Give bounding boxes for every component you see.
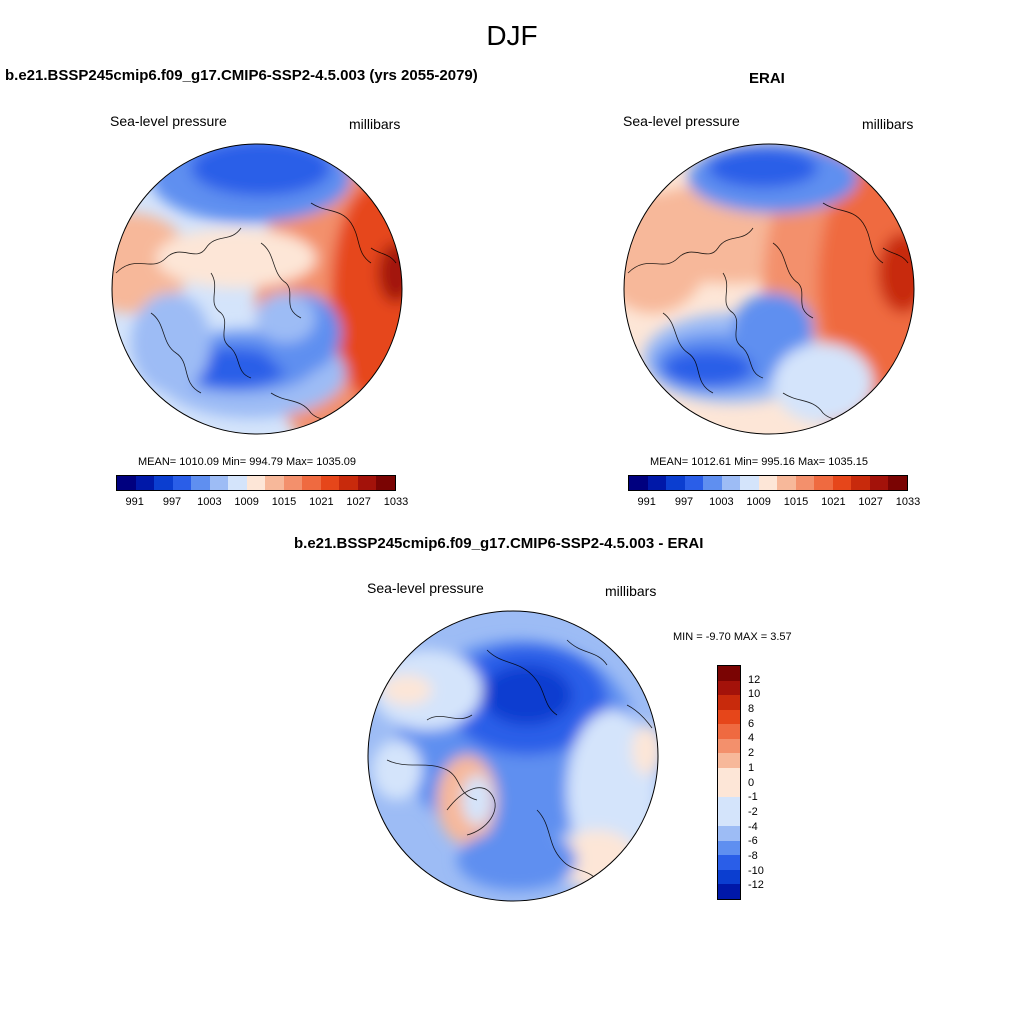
left-variable-label: Sea-level pressure xyxy=(110,113,227,129)
colorbar-box xyxy=(718,666,740,681)
colorbar-tick-label: 1015 xyxy=(783,496,809,508)
colorbar-box xyxy=(718,680,740,696)
colorbar-box xyxy=(814,476,833,490)
left-colorbar: 991 997 1003 1009 1015 1021 1027 1033 xyxy=(116,475,408,510)
colorbar-box xyxy=(246,476,266,490)
left-polar-map xyxy=(111,143,403,435)
colorbar-tick-label: 1015 xyxy=(271,496,297,508)
colorbar-box xyxy=(869,476,889,490)
colorbar-tick-label: 1 xyxy=(748,761,755,774)
left-units-label: millibars xyxy=(349,116,401,132)
diff-variable-label: Sea-level pressure xyxy=(367,580,484,596)
colorbar-tick-label: 10 xyxy=(748,688,761,701)
diff-polar-map xyxy=(367,610,659,902)
colorbar-box xyxy=(647,476,667,490)
right-variable-label: Sea-level pressure xyxy=(623,113,740,129)
right-stats: MEAN= 1012.61 Min= 995.16 Max= 1035.15 xyxy=(650,456,869,468)
colorbar-box xyxy=(718,709,740,725)
colorbar-box xyxy=(777,476,796,490)
colorbar-tick-label: -2 xyxy=(748,805,758,818)
colorbar-box xyxy=(718,811,740,827)
diff-panel-title: b.e21.BSSP245cmip6.f09_g17.CMIP6-SSP2-4.… xyxy=(294,535,704,552)
colorbar-tick-label: -4 xyxy=(748,820,758,833)
right-panel-title: ERAI xyxy=(749,70,785,87)
colorbar-box xyxy=(283,476,303,490)
colorbar-box xyxy=(154,476,173,490)
colorbar-tick-label: -1 xyxy=(748,791,758,804)
colorbar-tick-label: 12 xyxy=(748,673,761,686)
colorbar-tick-label: 1009 xyxy=(746,496,771,508)
colorbar-box xyxy=(718,797,740,812)
colorbar-tick-label: -8 xyxy=(748,849,758,862)
colorbar-box xyxy=(135,476,155,490)
colorbar-box xyxy=(758,476,778,490)
figure-title: DJF xyxy=(486,20,538,51)
colorbar-box xyxy=(795,476,815,490)
diff-stats: MIN = -9.70 MAX = 3.57 xyxy=(673,631,792,643)
colorbar-box xyxy=(718,753,740,768)
diff-units-label: millibars xyxy=(605,583,657,599)
diff-colorbar-ticks: 12 10 8 6 4 2 1 0 -1 -2 -4 -6 -8 -10 -12 xyxy=(748,665,788,900)
colorbar-box xyxy=(191,476,210,490)
colorbar-tick-label: 8 xyxy=(748,703,755,716)
colorbar-box xyxy=(832,476,852,490)
colorbar-box xyxy=(684,476,704,490)
colorbar-box xyxy=(718,826,740,841)
colorbar-tick-label: 1021 xyxy=(821,496,846,508)
colorbar-tick-label: 1027 xyxy=(346,496,371,508)
colorbar-tick-label: -6 xyxy=(748,835,758,848)
colorbar-box xyxy=(228,476,247,490)
colorbar-box xyxy=(851,476,870,490)
colorbar-box xyxy=(718,767,740,783)
colorbar-box xyxy=(718,869,740,885)
colorbar-tick-label: 2 xyxy=(748,747,755,760)
colorbar-tick-label: 1003 xyxy=(197,496,222,508)
colorbar-box xyxy=(718,855,740,870)
right-colorbar: 991 997 1003 1009 1015 1021 1027 1033 xyxy=(628,475,920,510)
colorbar-box xyxy=(718,724,740,739)
colorbar-box xyxy=(718,695,740,710)
colorbar-tick-label: -10 xyxy=(748,864,764,877)
colorbar-tick-label: -12 xyxy=(748,879,764,892)
colorbar-tick-label: 1027 xyxy=(858,496,883,508)
colorbar-box xyxy=(718,738,740,754)
right-polar-map xyxy=(623,143,915,435)
colorbar-tick-label: 1021 xyxy=(309,496,334,508)
colorbar-tick-label: 997 xyxy=(162,496,182,508)
colorbar-box xyxy=(209,476,229,490)
colorbar-box xyxy=(718,884,740,899)
colorbar-tick-label: 997 xyxy=(674,496,694,508)
colorbar-box xyxy=(320,476,340,490)
colorbar-tick-label: 1033 xyxy=(383,496,409,508)
colorbar-tick-label: 1033 xyxy=(895,496,921,508)
colorbar-box xyxy=(703,476,722,490)
colorbar-box xyxy=(718,840,740,856)
colorbar-box xyxy=(376,476,395,490)
colorbar-box xyxy=(302,476,321,490)
colorbar-box xyxy=(721,476,741,490)
left-stats: MEAN= 1010.09 Min= 994.79 Max= 1035.09 xyxy=(138,456,357,468)
colorbar-tick-label: 4 xyxy=(748,732,755,745)
colorbar-box xyxy=(117,476,136,490)
colorbar-box xyxy=(357,476,377,490)
colorbar-tick-label: 1009 xyxy=(234,496,259,508)
diff-colorbar xyxy=(717,665,741,900)
colorbar-box xyxy=(265,476,284,490)
colorbar-tick-label: 0 xyxy=(748,776,755,789)
left-panel-title: b.e21.BSSP245cmip6.f09_g17.CMIP6-SSP2-4.… xyxy=(5,67,478,84)
right-units-label: millibars xyxy=(862,116,914,132)
colorbar-box xyxy=(629,476,648,490)
colorbar-box xyxy=(718,782,740,798)
colorbar-tick-label: 6 xyxy=(748,717,755,730)
colorbar-box xyxy=(740,476,759,490)
colorbar-tick-label: 1003 xyxy=(709,496,734,508)
colorbar-tick-label: 991 xyxy=(637,496,656,508)
colorbar-box xyxy=(172,476,192,490)
colorbar-box xyxy=(666,476,685,490)
colorbar-box xyxy=(339,476,358,490)
colorbar-box xyxy=(888,476,907,490)
colorbar-tick-label: 991 xyxy=(125,496,144,508)
